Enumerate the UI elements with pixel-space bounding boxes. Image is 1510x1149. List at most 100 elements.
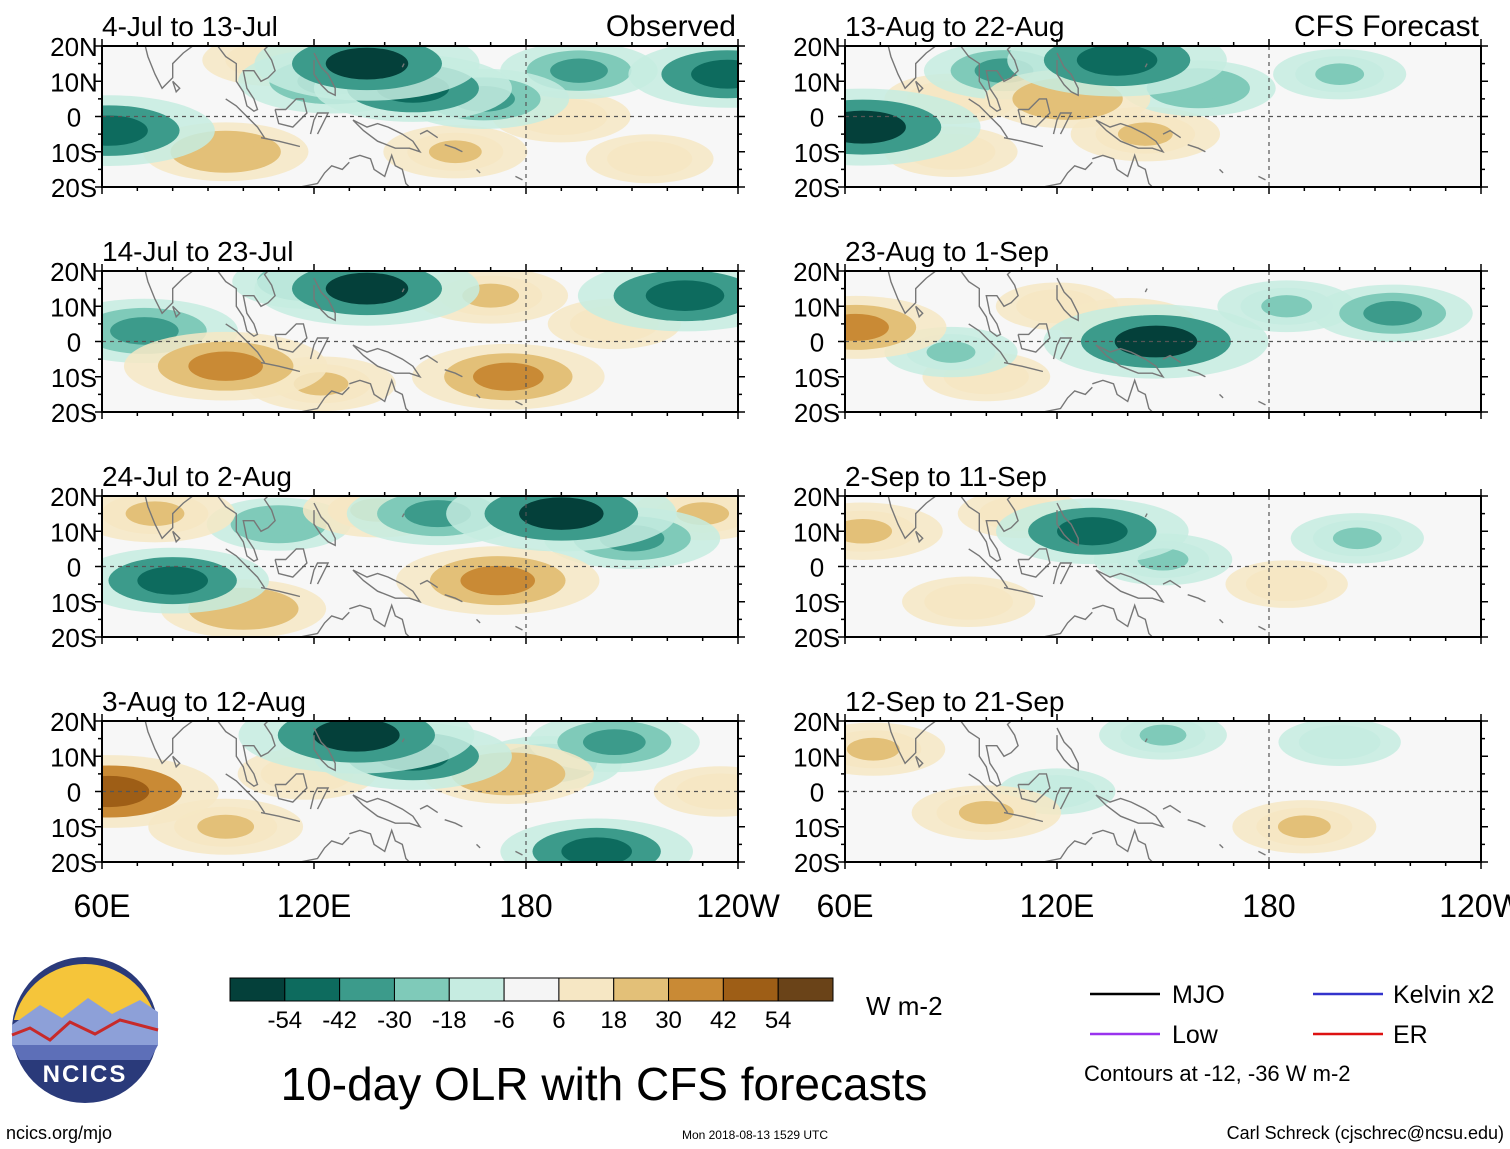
x-tick-label: 120E — [1020, 888, 1095, 924]
coastline — [172, 305, 181, 319]
anomaly-core — [1363, 301, 1423, 326]
panel-5: 20N 10N 0 10S 20S 13-Aug to 22-Aug CFS Forecas… — [793, 10, 1488, 203]
y-tick-label: 10N — [793, 292, 841, 322]
panel-ticks — [838, 39, 1488, 194]
y-tick-label: 20S — [794, 173, 840, 203]
anomaly-core — [626, 148, 674, 170]
anomaly-core — [550, 58, 608, 83]
anomaly-core — [473, 362, 544, 391]
y-tick-label: 20N — [50, 482, 98, 512]
coastline — [1017, 548, 1051, 578]
x-tick-label: 120W — [696, 888, 780, 924]
coastline — [419, 579, 439, 589]
coastline — [1258, 175, 1266, 181]
colorbar-swatch — [229, 977, 286, 1002]
x-tick-label: 60E — [74, 888, 131, 924]
ncics-logo: NCICS — [11, 957, 159, 1103]
colorbar-swatch — [613, 977, 670, 1002]
panel-label: 23-Aug to 1-Sep — [845, 236, 1049, 267]
coastline — [1052, 112, 1073, 135]
anomaly-core — [845, 110, 906, 144]
anomaly-core — [428, 140, 482, 164]
coastline — [1092, 828, 1153, 862]
footer-url[interactable]: ncics.org/mjo — [6, 1123, 112, 1143]
colorbar-label: 6 — [552, 1007, 565, 1034]
anomaly-field — [102, 721, 738, 862]
coastline — [1003, 586, 1044, 598]
coastlines — [144, 46, 523, 187]
coastline — [1144, 513, 1148, 518]
coastline — [959, 721, 1019, 788]
coastline — [1092, 603, 1153, 637]
anomaly-core — [695, 780, 738, 803]
coastline — [216, 271, 276, 338]
coastline — [476, 168, 481, 174]
y-tick-label: 0 — [810, 103, 824, 133]
coastline — [401, 288, 405, 293]
colorbar-swatch — [339, 977, 395, 1002]
coastline — [172, 80, 181, 94]
y-tick-label: 0 — [810, 553, 824, 583]
panel-label: 4-Jul to 13-Jul — [102, 11, 278, 42]
x-axis-left: 60E 120E 180 120W — [74, 888, 781, 924]
figure-title: 10-day OLR with CFS forecasts — [281, 1058, 928, 1110]
anomaly-core — [926, 341, 976, 363]
anomaly-core — [1264, 573, 1310, 595]
coastlines — [887, 721, 1266, 862]
y-tick-label: 10S — [794, 813, 840, 843]
coastline — [444, 819, 463, 828]
coastline — [1052, 787, 1073, 810]
coastline — [1003, 361, 1044, 373]
coastline — [476, 843, 481, 849]
coastline — [476, 393, 481, 399]
coastline — [444, 144, 463, 153]
coastline — [1187, 594, 1206, 603]
colorbar-label: -30 — [377, 1007, 412, 1034]
coastline — [260, 137, 301, 148]
colorbar-swatch — [393, 977, 450, 1002]
panel-6: 20N 10N 0 10S 20S 23-Aug to 1-Sep — [793, 236, 1488, 428]
panel-7: 20N 10N 0 10S 20S 2-Sep to 11-Sep — [793, 461, 1488, 653]
coastline — [1003, 811, 1044, 823]
coastline — [515, 175, 523, 181]
anomaly-core — [325, 272, 409, 305]
coastline — [352, 344, 422, 379]
panel-label: 2-Sep to 11-Sep — [845, 461, 1047, 492]
coastline — [349, 828, 410, 862]
panel-label: 12-Sep to 21-Sep — [845, 686, 1065, 717]
coastline — [915, 80, 924, 94]
colorbar-swatch — [503, 977, 560, 1002]
panel-ticks — [95, 264, 745, 419]
coastline — [274, 548, 308, 578]
coastline — [515, 400, 523, 406]
coastline — [1056, 502, 1079, 547]
anomaly-core — [519, 497, 604, 530]
y-tick-label: 10S — [51, 363, 97, 393]
coastline — [1017, 323, 1051, 353]
coastline — [216, 496, 276, 563]
coastline — [144, 271, 194, 315]
colorbar-label: -54 — [267, 1007, 302, 1034]
coastline — [274, 323, 308, 353]
column-label: Observed — [606, 10, 736, 43]
coastline — [1162, 804, 1182, 814]
footer-timestamp: Mon 2018-08-13 1529 UTC — [682, 1128, 828, 1142]
legend: MJO Kelvin x2 Low ER Contours at -12, -3… — [1084, 981, 1494, 1086]
coastline — [297, 611, 350, 637]
coastline — [1040, 386, 1093, 412]
panel-ticks — [838, 714, 1488, 869]
coastline — [1258, 400, 1266, 406]
coastline — [349, 153, 410, 187]
colorbar-swatch — [722, 977, 779, 1002]
anomaly-core — [197, 814, 255, 839]
y-tick-label: 20N — [793, 257, 841, 287]
y-tick-label: 0 — [67, 103, 81, 133]
coastline — [1095, 569, 1165, 604]
coastline — [401, 738, 405, 743]
coastline — [915, 755, 924, 769]
y-tick-label: 10N — [793, 517, 841, 547]
legend-label-low: Low — [1172, 1021, 1219, 1049]
coastline — [1017, 98, 1051, 128]
panel-ticks — [95, 489, 745, 644]
